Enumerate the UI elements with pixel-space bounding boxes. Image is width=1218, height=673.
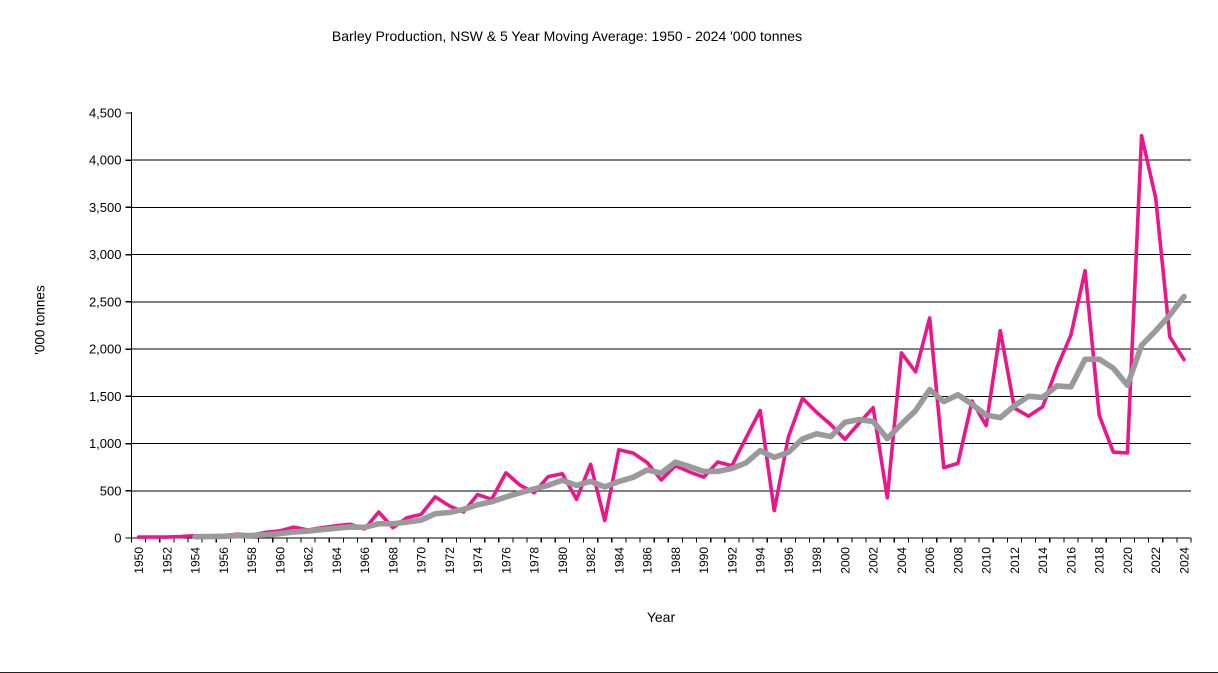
- y-axis-title: '000 tonnes: [32, 285, 48, 355]
- x-tick-label: 2016: [1064, 547, 1078, 574]
- x-tick-label: 2010: [980, 547, 994, 574]
- x-tick-label: 1980: [556, 547, 570, 574]
- x-tick-label: 2002: [867, 547, 881, 574]
- x-tick-label: 1954: [189, 547, 203, 574]
- y-tick-label: 4,000: [89, 153, 122, 168]
- x-tick-label: 1996: [782, 547, 796, 574]
- x-tick-label: 2018: [1093, 547, 1107, 574]
- y-tick-label: 2,500: [89, 294, 122, 309]
- y-tick-label: 3,500: [89, 200, 122, 215]
- y-tick-label: 4,500: [89, 106, 122, 121]
- y-tick-label: 500: [100, 483, 122, 498]
- x-tick-label: 1992: [725, 547, 739, 574]
- y-tick-label: 1,500: [89, 389, 122, 404]
- x-tick-label: 1988: [669, 547, 683, 574]
- x-tick-label: 1964: [330, 547, 344, 574]
- y-tick-label: 1,000: [89, 436, 122, 451]
- y-tick-label: 3,000: [89, 247, 122, 262]
- y-tick-label: 2,000: [89, 342, 122, 357]
- x-tick-label: 1950: [132, 547, 146, 574]
- x-tick-label: 1986: [641, 547, 655, 574]
- x-tick-label: 2022: [1149, 547, 1163, 574]
- moving-average-line: [192, 293, 1187, 540]
- x-tick-label: 1962: [302, 547, 316, 574]
- y-tick-label: 0: [114, 531, 121, 546]
- x-tick-label: 2012: [1008, 547, 1022, 574]
- x-tick-label: 2004: [895, 547, 909, 574]
- x-tick-label: 1998: [810, 547, 824, 574]
- x-tick-label: 2000: [838, 547, 852, 574]
- x-tick-label: 1956: [217, 547, 231, 574]
- x-tick-label: 2020: [1121, 547, 1135, 574]
- x-axis-title: Year: [646, 609, 676, 625]
- x-tick-label: 1970: [415, 547, 429, 574]
- x-tick-label: 1976: [499, 547, 513, 574]
- x-tick-label: 2014: [1036, 547, 1050, 574]
- x-tick-label: 1972: [443, 547, 457, 574]
- chart-title: Barley Production, NSW & 5 Year Moving A…: [331, 28, 803, 44]
- x-tick-label: 1966: [358, 547, 372, 574]
- x-tick-label: 2008: [951, 547, 965, 574]
- x-tick-label: 2024: [1177, 547, 1191, 574]
- x-tick-label: 1968: [386, 547, 400, 574]
- x-tick-label: 1984: [612, 547, 626, 574]
- x-tick-label: 1990: [697, 547, 711, 574]
- x-tick-label: 1994: [754, 547, 768, 574]
- x-tick-label: 1960: [273, 547, 287, 574]
- production-line: [136, 133, 1186, 539]
- x-tick-label: 1958: [245, 547, 259, 574]
- x-tick-label: 2006: [923, 547, 937, 574]
- x-tick-label: 1982: [584, 547, 598, 574]
- x-tick-label: 1952: [160, 547, 174, 574]
- x-tick-label: 1974: [471, 547, 485, 574]
- x-tick-label: 1978: [528, 547, 542, 574]
